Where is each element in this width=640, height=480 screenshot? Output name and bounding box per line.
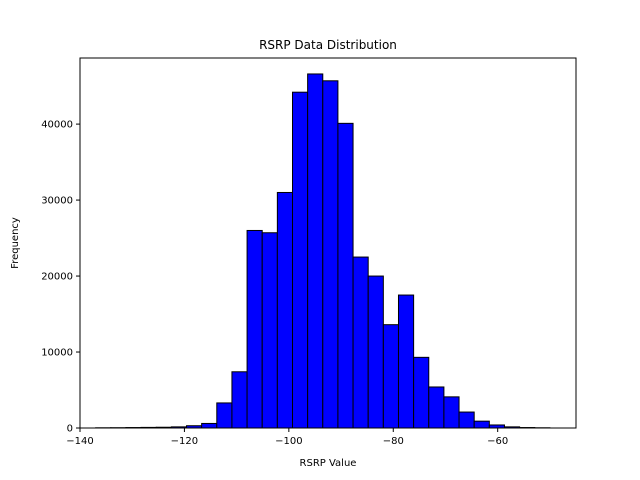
y-axis: 0 10000 20000 30000 40000: [41, 120, 80, 435]
histogram-bar: [458, 411, 475, 429]
y-tick-label: 20000: [41, 272, 73, 283]
histogram-bar: [428, 386, 445, 429]
x-axis: −140 −120 −100 −80 −60: [66, 428, 508, 447]
histogram-bar: [443, 396, 460, 429]
histogram-bar: [352, 256, 369, 429]
y-tick-label: 40000: [41, 120, 73, 131]
plot-area-frame: [79, 57, 577, 429]
histogram-bar: [216, 402, 233, 429]
x-tick-label: −100: [275, 436, 302, 447]
x-axis-label: RSRP Value: [300, 458, 357, 469]
histogram-bar: [201, 422, 218, 429]
histogram-bar: [322, 80, 339, 429]
histogram-bar: [291, 91, 309, 429]
histogram-bar: [231, 371, 248, 429]
y-tick-label: 0: [67, 424, 73, 435]
histogram-bar: [473, 420, 490, 429]
histogram-bar: [276, 191, 293, 429]
histogram-bar: [261, 232, 278, 429]
x-tick-label: −60: [487, 436, 508, 447]
x-tick-label: −140: [66, 436, 93, 447]
y-tick-label: 10000: [41, 348, 73, 359]
histogram-bar: [382, 324, 399, 429]
x-tick-label: −80: [383, 436, 404, 447]
histogram-bar: [397, 294, 415, 429]
histogram-bar: [246, 229, 263, 429]
y-axis-label: Frequency: [10, 217, 21, 269]
chart-title: RSRP Data Distribution: [259, 38, 397, 52]
y-tick-label: 30000: [41, 196, 73, 207]
histogram-bar: [367, 275, 384, 429]
histogram-bar: [413, 356, 430, 429]
histogram-bar: [307, 73, 324, 429]
histogram-bar: [337, 122, 354, 429]
x-tick-label: −120: [171, 436, 198, 447]
bars-group: [95, 73, 551, 429]
